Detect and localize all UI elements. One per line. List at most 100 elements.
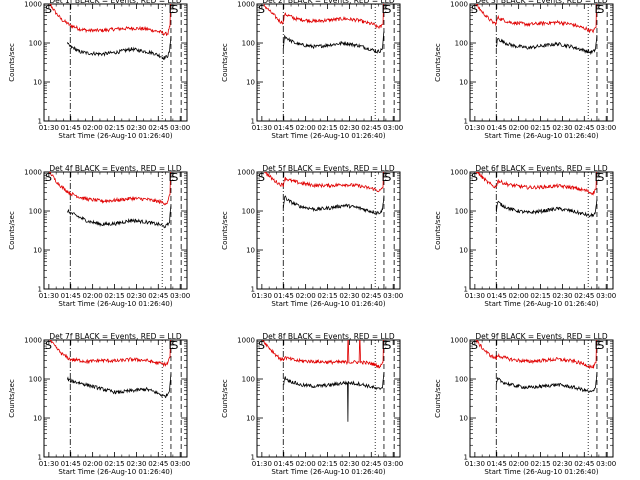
x-tick-label: 01:30 [252,460,272,468]
x-tick-label: 02:30 [552,460,572,468]
x-tick-label: 02:15 [530,124,550,132]
y-tick-label: 1 [464,454,468,462]
y-tick-label: 10 [459,79,468,87]
series-group [48,340,172,399]
y-tick-label: 100 [29,208,42,216]
x-tick-label: 03:00 [383,460,403,468]
chart-title: Det 8f BLACK = Events, RED = LLD [262,332,395,341]
saa-marker-E: E [381,3,388,16]
y-tick-label: 1000 [24,337,42,345]
x-tick-label: 03:00 [170,460,190,468]
y-axis-label: Counts/sec [221,379,229,418]
x-tick-label: 02:45 [148,124,168,132]
series-group [261,4,385,54]
chart-panel-3: Det 3f BLACK = Events, RED = LLD 1 10 100 10… [434,0,616,140]
x-tick-label: 02:30 [552,124,572,132]
y-tick-label: 10 [246,79,255,87]
chart-panel-7: Det 7f BLACK = Events, RED = LLD 1 10 100 10… [8,332,190,476]
saa-marker-S: S [171,339,178,352]
saa-marker-S: S [597,171,604,184]
y-tick-label: 1000 [24,1,42,9]
saa-marker-S: S [258,3,265,16]
y-tick-label: 1 [38,454,42,462]
y-tick-label: 10 [459,415,468,423]
x-tick-label: 01:30 [465,124,485,132]
series-group [475,340,598,393]
saa-marker-S: S [471,339,478,352]
chart-panel-1: Det 1f BLACK = Events, RED = LLD 1 10 100 10… [8,0,190,140]
lld-series-line [475,340,597,370]
y-axis-label: Counts/sec [8,379,16,418]
lld-series-line [49,172,171,206]
series-group [475,172,598,218]
x-tick-label: 02:00 [296,292,316,300]
series-group [264,172,385,216]
lld-series-line [475,172,597,196]
lld-series-line [261,4,384,30]
x-tick-label: 02:30 [339,292,359,300]
x-tick-label: 02:45 [361,460,381,468]
saa-marker-E: E [168,171,175,184]
events-series-line [495,34,598,56]
y-tick-label: 1000 [237,169,255,177]
x-axis-label: Start Time (26-Aug-10 01:26:40) [58,300,172,308]
x-tick-label: 03:00 [596,124,616,132]
saa-marker-E: E [381,339,388,352]
y-tick-label: 1000 [450,1,468,9]
y-axis-label: Counts/sec [8,211,16,250]
chart-panel-4: Det 4f BLACK = Events, RED = LLD 1 10 100 10… [8,164,190,308]
y-tick-label: 100 [29,40,42,48]
y-axis-label: Counts/sec [434,211,442,250]
plot-frame [43,339,188,458]
chart-panel-9: Det 9f BLACK = Events, RED = LLD 1 10 100 10… [434,332,616,476]
x-tick-label: 01:30 [39,124,59,132]
x-tick-label: 02:30 [339,460,359,468]
chart-title: Det 1f BLACK = Events, RED = LLD [49,0,182,5]
y-tick-label: 1000 [24,169,42,177]
x-tick-label: 02:45 [148,460,168,468]
y-tick-label: 1 [251,286,255,294]
x-tick-label: 02:00 [83,460,103,468]
y-tick-label: 100 [242,208,255,216]
lld-series-line [48,340,171,368]
y-tick-label: 100 [242,376,255,384]
series-group [49,4,172,61]
saa-marker-E: E [594,339,601,352]
plot-frame [469,339,614,458]
y-tick-label: 10 [459,247,468,255]
x-tick-label: 02:00 [509,292,529,300]
x-tick-label: 01:30 [252,124,272,132]
saa-marker-E: E [168,339,175,352]
x-tick-label: 02:30 [126,460,146,468]
y-tick-label: 10 [246,247,255,255]
saa-marker-S: S [471,171,478,184]
x-tick-label: 02:30 [552,292,572,300]
x-tick-label: 03:00 [170,292,190,300]
x-tick-label: 02:00 [83,292,103,300]
y-tick-label: 1000 [237,337,255,345]
x-tick-label: 03:00 [596,460,616,468]
plot-frame [256,339,401,458]
x-axis-label: Start Time (26-Aug-10 01:26:40) [271,132,385,140]
saa-marker-E: E [594,3,601,16]
series-group [49,172,172,229]
x-tick-label: 02:15 [530,292,550,300]
y-axis-label: Counts/sec [434,379,442,418]
saa-marker-S: S [384,339,391,352]
saa-marker-S: S [171,3,178,16]
x-tick-label: 01:45 [487,124,507,132]
x-tick-label: 02:45 [574,460,594,468]
saa-marker-S: S [45,339,52,352]
chart-title: Det 4f BLACK = Events, RED = LLD [49,164,182,173]
x-tick-label: 02:15 [317,292,337,300]
x-tick-label: 01:45 [487,292,507,300]
chart-panel-5: Det 5f BLACK = Events, RED = LLD 1 10 100 10… [221,164,403,308]
x-tick-label: 01:45 [274,460,294,468]
y-tick-label: 1000 [237,1,255,9]
x-tick-label: 02:15 [530,460,550,468]
y-tick-label: 1 [38,118,42,126]
y-tick-label: 100 [455,208,468,216]
saa-marker-E: E [381,171,388,184]
x-tick-label: 02:00 [509,460,529,468]
